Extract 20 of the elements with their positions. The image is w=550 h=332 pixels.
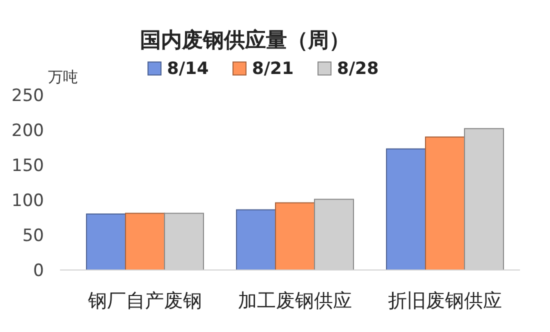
x-tick-label: 加工废钢供应: [238, 290, 352, 312]
legend-label: 8/14: [167, 59, 209, 79]
x-tick-label: 折旧废钢供应: [388, 290, 502, 312]
y-axis-title: 万吨: [48, 68, 78, 86]
y-tick-label: 150: [12, 156, 44, 176]
y-tick-label: 200: [12, 121, 44, 141]
bar: [386, 148, 426, 270]
bar: [425, 136, 465, 270]
bar: [86, 214, 126, 270]
bar: [236, 209, 276, 270]
y-tick-label: 50: [22, 226, 44, 246]
bar: [125, 212, 165, 270]
y-tick-label: 0: [33, 261, 44, 281]
y-tick-label: 250: [12, 86, 44, 106]
y-tick-label: 100: [12, 191, 44, 211]
bar: [275, 202, 315, 270]
legend-label: 8/28: [337, 59, 379, 79]
chart-title: 国内废钢供应量（周）: [140, 27, 350, 52]
x-tick-label: 钢厂自产废钢: [87, 290, 202, 312]
legend-label: 8/21: [252, 59, 294, 79]
